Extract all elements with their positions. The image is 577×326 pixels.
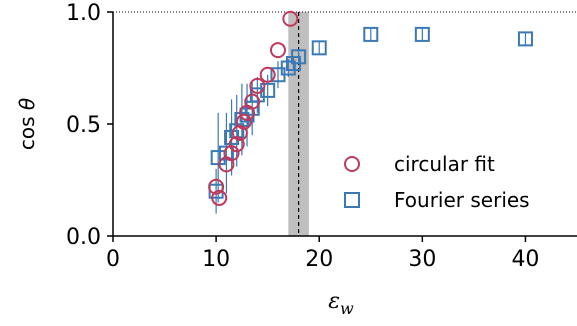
fourier-series-marker [363,26,379,42]
legend-square-marker [344,192,360,208]
x-tick-label: 20 [305,247,333,272]
y-tick-label: 0.5 [66,113,101,138]
fourier-series-marker [260,82,276,98]
circular-fit-point [223,145,240,162]
legend-item-fourier-series: Fourier series [344,188,530,212]
x-tick-label: 40 [511,247,539,272]
y-axis-label-symbol: θ [15,98,39,110]
circular-fit-point [231,124,248,141]
fourier-series-marker [517,31,533,47]
legend-item-circular-fit: circular fit [344,152,495,176]
x-tick-label: 10 [202,247,230,272]
circular-fit-point [269,42,286,59]
x-axis-label: εw [328,289,354,318]
x-axis-label-main: ε [328,289,340,314]
axes: 0 10 20 30 40 0.0 0.5 1.0 εw cos θ [15,1,577,318]
circular-fit-point [211,189,228,206]
circular-fit-point [249,77,266,94]
circular-fit-point [208,178,225,195]
x-tick-label: 0 [106,247,120,272]
fourier-series-point [414,26,430,42]
fourier-series-marker [280,60,296,76]
circular-fit-point [235,113,252,130]
x-axis-label-sub: w [340,299,354,318]
fourier-series-point [517,31,533,47]
circular-fit-point [244,93,261,110]
y-axis-label: cos θ [15,98,39,150]
fourier-series-point [291,49,307,65]
legend-circle-marker [344,156,360,172]
y-axis-label-prefix: cos [15,110,39,150]
fourier-series-marker [311,40,327,56]
fourier-series-point [218,112,234,194]
circular-fit-point [282,10,299,27]
circular-fit-point [259,66,276,83]
y-tick-label: 0.0 [66,225,101,250]
x-tick-label: 30 [408,247,436,272]
fourier-series-marker [291,49,307,65]
legend: circular fit Fourier series [344,152,530,212]
circular-fit-point [228,136,245,153]
fourier-series-point [260,74,276,107]
plot-area [113,10,577,236]
legend-label-circular-fit: circular fit [394,152,495,176]
y-tick-label: 1.0 [66,1,101,26]
fourier-series-marker [414,26,430,42]
fourier-series-point [363,26,379,42]
fourier-series-point [311,40,327,56]
fourier-series-marker [218,145,234,161]
fourier-series-point [280,59,296,77]
legend-label-fourier-series: Fourier series [394,188,530,212]
